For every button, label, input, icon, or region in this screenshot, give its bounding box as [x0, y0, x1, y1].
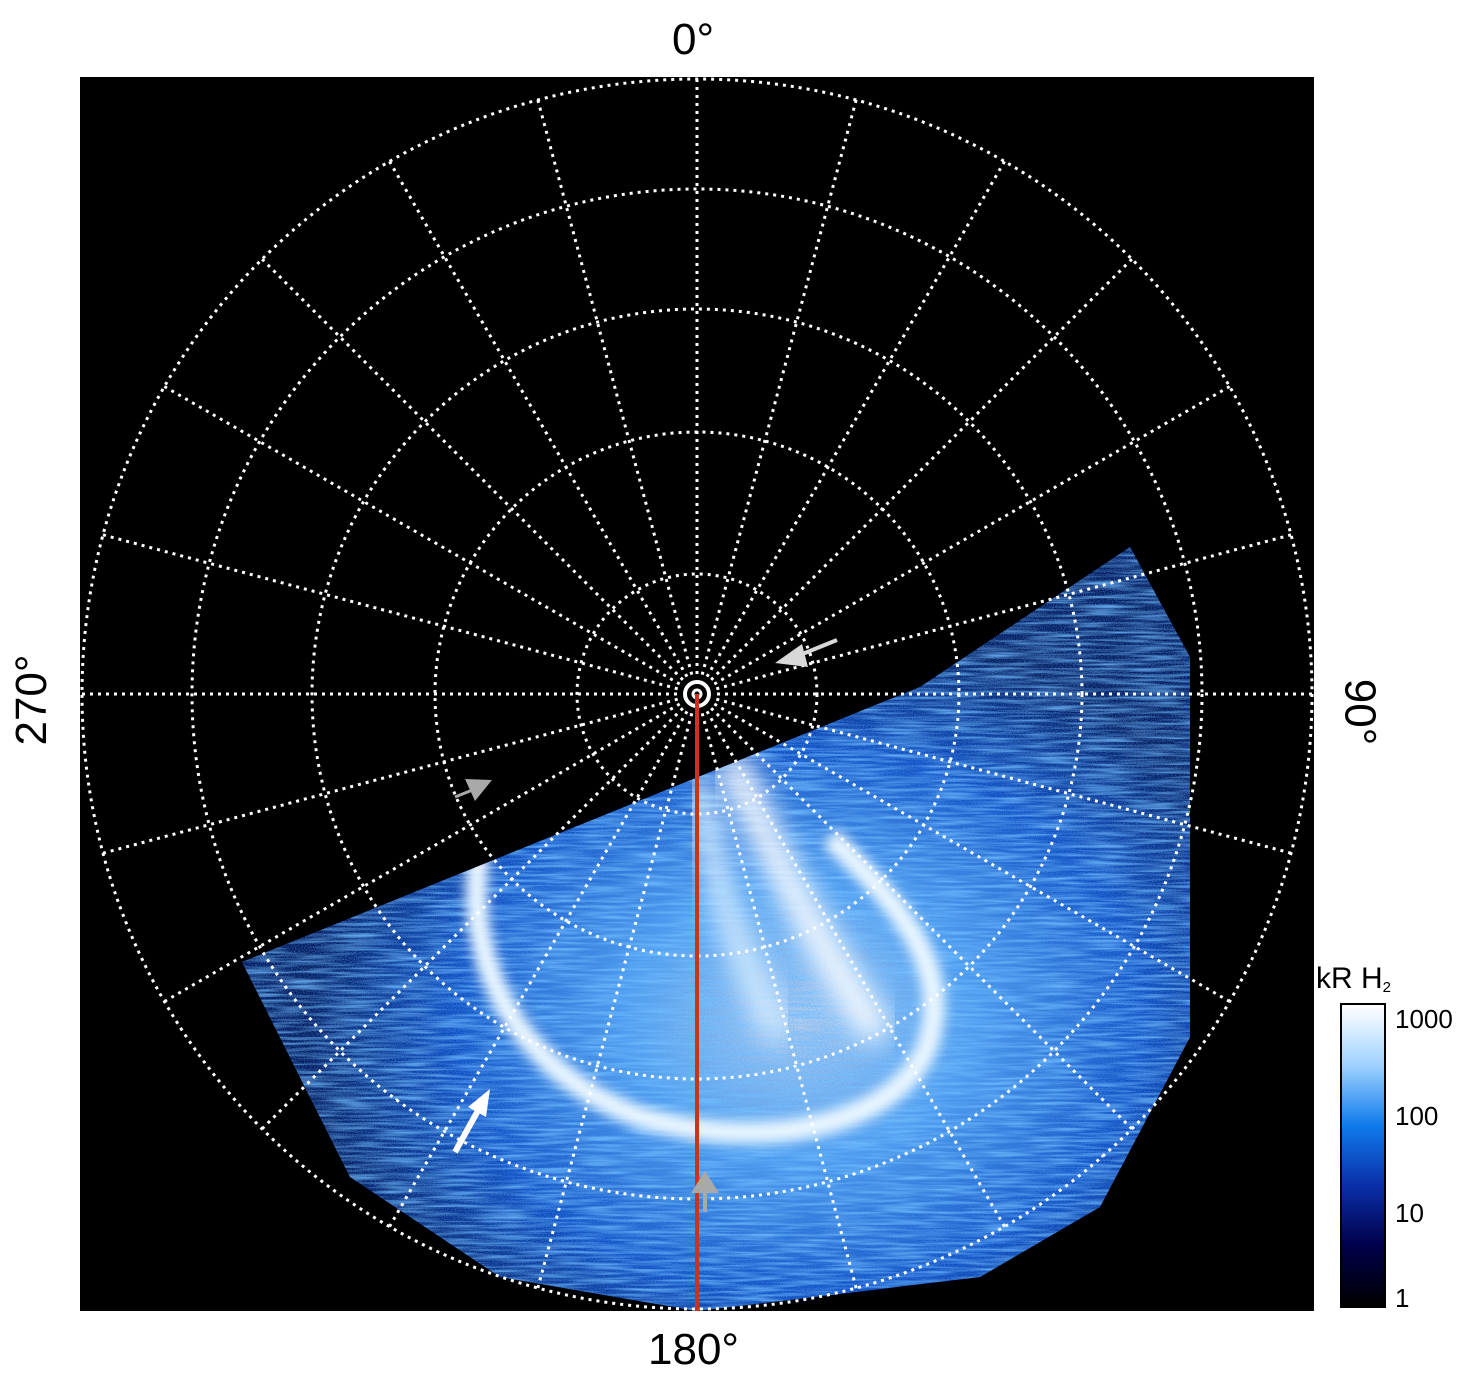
- meridian-spoke: [261, 258, 684, 681]
- colorbar-tick-label: 1000: [1395, 1004, 1453, 1034]
- colorbar-tick-label: 1: [1395, 1283, 1410, 1313]
- meridian-spoke: [713, 385, 1231, 686]
- main-auroral-oval: [465, 829, 945, 1144]
- colorbar: [1340, 1003, 1386, 1308]
- longitude-label-180: 180°: [648, 1325, 740, 1374]
- meridian-spoke: [388, 160, 689, 678]
- arrow-white-left: [452, 1089, 490, 1154]
- colorbar-title-text: kR H: [1316, 962, 1383, 995]
- longitude-label-0: 0°: [672, 15, 715, 64]
- graticule: [80, 77, 1314, 1311]
- polar-projection-image: [80, 77, 1314, 1311]
- arrow-grey-left: [454, 779, 492, 801]
- meridian-spoke: [705, 710, 1006, 1228]
- meridian-spoke: [715, 533, 1292, 691]
- meridian-spoke: [163, 385, 681, 686]
- meridian-spoke: [710, 258, 1133, 681]
- meridian-spoke: [261, 707, 684, 1130]
- meridian-spoke: [710, 707, 1133, 1130]
- colorbar-title: kR H2: [1316, 962, 1391, 996]
- colorbar-title-subscript: 2: [1382, 979, 1392, 996]
- polar-map-svg: [80, 77, 1314, 1311]
- meridian-spoke: [713, 702, 1231, 1003]
- arrow-grey-bottom: [691, 1171, 719, 1212]
- meridian-spoke: [102, 697, 679, 855]
- longitude-label-90: 90°: [1335, 678, 1385, 746]
- polar-emission: [716, 751, 893, 1046]
- colorbar-tick-label: 10: [1395, 1198, 1424, 1228]
- meridian-spoke: [715, 697, 1292, 855]
- meridian-spoke: [705, 160, 1006, 678]
- meridian-spoke: [536, 99, 694, 676]
- meridian-spoke: [388, 710, 689, 1228]
- meridian-spoke: [163, 702, 681, 1003]
- arrow-grey-right: [775, 638, 838, 667]
- meridian-spoke: [102, 533, 679, 691]
- meridian-spoke: [700, 99, 858, 676]
- meridian-spoke: [700, 712, 858, 1289]
- longitude-label-270: 270°: [7, 654, 56, 746]
- meridian-spoke: [536, 712, 694, 1289]
- colorbar-tick-label: 100: [1395, 1101, 1439, 1131]
